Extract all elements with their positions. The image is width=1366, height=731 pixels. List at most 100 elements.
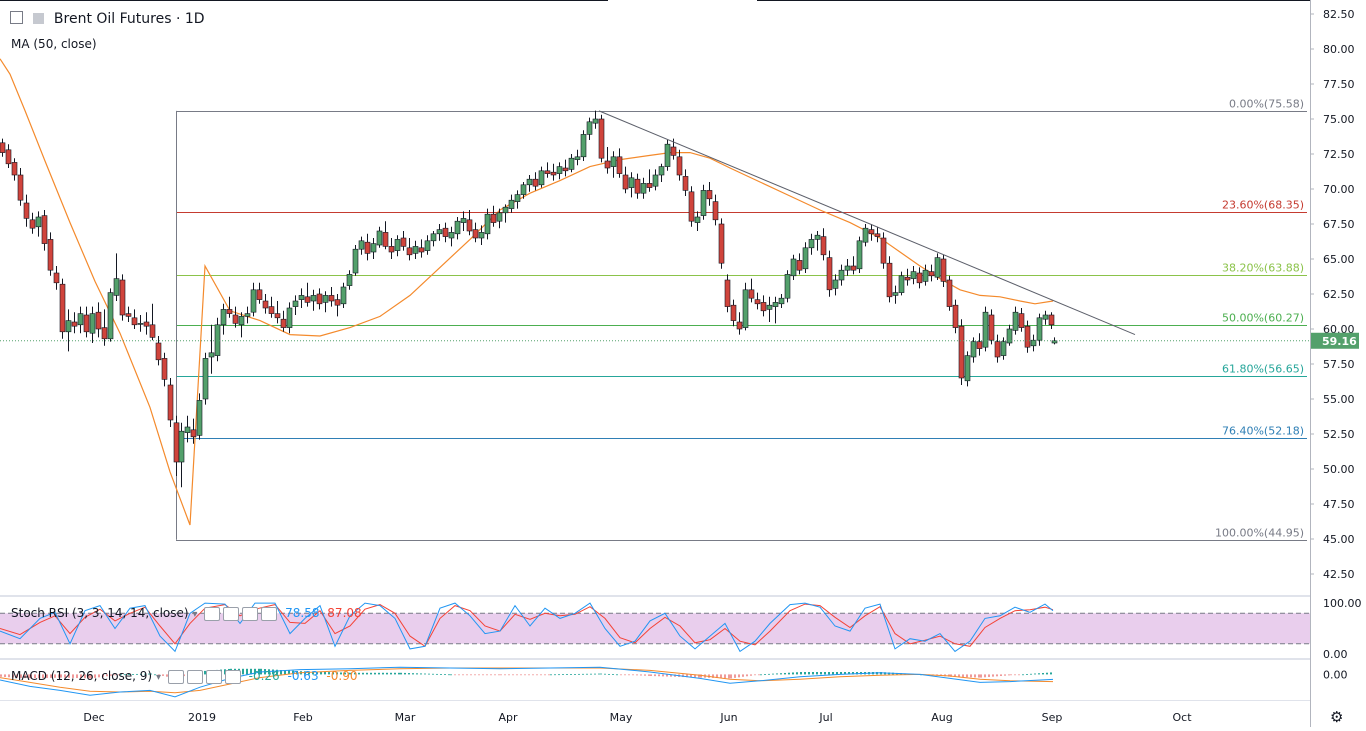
candle-body (640, 183, 647, 194)
trendline (598, 110, 1136, 336)
candle-body (137, 323, 144, 325)
candle-body (916, 272, 923, 284)
gear-icon[interactable]: ⚙ (1330, 708, 1344, 726)
macd-hist-bar (324, 671, 326, 675)
macd-hist-bar (594, 673, 596, 675)
candle-body (652, 174, 659, 187)
candle-body (856, 240, 863, 270)
symbol-name[interactable]: Brent Oil Futures (53, 11, 172, 27)
macd-hist-bar (662, 674, 664, 677)
candle-body (544, 170, 551, 174)
settings-icon[interactable] (223, 606, 240, 621)
macd-hist-bar (128, 674, 130, 675)
macd-hist-bar (258, 668, 260, 675)
macd-hist-bar (694, 674, 696, 678)
candle-body (35, 216, 42, 228)
macd-hist-bar (490, 674, 492, 676)
collapse-icon[interactable] (10, 11, 23, 24)
macd-hist-bar (308, 671, 310, 675)
macd-hist-bar (974, 674, 976, 678)
candle-body (1042, 314, 1049, 320)
candle-body (574, 156, 581, 160)
candle-body (760, 302, 767, 312)
ma-line (0, 58, 1054, 526)
stoch-y-tick-label: 0.00 (1323, 648, 1348, 661)
stoch-legend[interactable]: Stoch RSI (3, 3, 14, 14, close) ▾ 78.58 … (11, 606, 362, 621)
more-icon[interactable] (261, 606, 278, 621)
candle-body (1036, 317, 1043, 341)
candle-body (790, 258, 797, 277)
macd-hist-bar (654, 674, 656, 677)
candle-body (178, 430, 185, 463)
macd-hist-bar (700, 674, 702, 678)
candle-body (448, 232, 455, 239)
candle-body (334, 299, 341, 306)
macd-hist-bar (590, 673, 592, 675)
macd-hist-bar (848, 672, 850, 675)
candle-body (724, 279, 731, 307)
macd-legend[interactable]: MACD (12, 26, close, 9) ▾ -0.26 -0.63 -0… (11, 669, 357, 684)
macd-hist-bar (996, 674, 998, 677)
candle-body (143, 321, 150, 327)
macd-hist-bar (132, 674, 134, 675)
candle-body (772, 302, 779, 307)
macd-hist-bar (712, 674, 714, 678)
macd-hist-bar (852, 672, 854, 675)
macd-hist-bar (462, 674, 464, 676)
ma-legend[interactable]: MA (50, close) (11, 37, 97, 51)
candle-body (568, 157, 575, 170)
eye-icon[interactable] (167, 669, 184, 684)
candle-body (610, 156, 617, 167)
macd-hist-bar (772, 673, 774, 675)
macd-hist-bar (80, 674, 82, 679)
symbol-legend: Brent Oil Futures · 1D (10, 11, 205, 27)
macd-hist-bar (720, 674, 722, 679)
fib-level-label: 61.80%(56.65) (1222, 363, 1304, 376)
macd-signal-value: -0.90 (326, 669, 358, 683)
candle-body (149, 324, 156, 338)
macd-hist-bar (624, 674, 626, 676)
chevron-down-icon[interactable]: ▾ (155, 672, 161, 683)
macd-hist-bar (750, 674, 752, 676)
settings-icon[interactable] (186, 669, 203, 684)
macd-hist-bar (34, 674, 36, 679)
macd-hist-bar (110, 674, 112, 676)
close-icon[interactable] (242, 606, 259, 621)
x-tick-label: Dec (83, 711, 104, 724)
candle-body (1000, 341, 1007, 356)
candle-body (17, 174, 24, 201)
candle-body (190, 429, 197, 438)
candle-body (676, 156, 683, 176)
macd-hist-bar (444, 674, 446, 676)
candle-body (514, 194, 521, 202)
fib-level-label: 23.60%(68.35) (1222, 199, 1304, 212)
close-icon[interactable] (205, 669, 222, 684)
stoch-y-tick-label: 100.00 (1323, 597, 1362, 610)
candle-body (208, 352, 215, 358)
macd-hist-bar (836, 672, 838, 675)
eye-icon[interactable] (204, 606, 221, 621)
macd-hist-bar (612, 674, 614, 675)
macd-hist-bar (166, 674, 168, 677)
candle-body (628, 177, 635, 188)
chevron-down-icon[interactable]: ▾ (192, 609, 198, 620)
pane-separator (0, 658, 1310, 660)
macd-hist-bar (400, 672, 402, 675)
macd-hist-bar (148, 673, 150, 675)
macd-hist-bar (554, 674, 556, 676)
candle-body (598, 118, 605, 159)
more-icon[interactable] (224, 669, 241, 684)
macd-hist-bar (1004, 674, 1006, 676)
macd-hist-bar (416, 673, 418, 675)
candle-body (454, 220, 461, 235)
macd-hist-bar (28, 674, 30, 679)
candle-body (238, 316, 245, 326)
macd-hist-bar (632, 674, 634, 676)
flag-icon[interactable] (33, 13, 45, 24)
macd-hist-bar (450, 674, 452, 676)
fib-level-label: 76.40%(52.18) (1222, 425, 1304, 438)
interval-label[interactable]: 1D (184, 11, 205, 27)
macd-hist-bar (420, 673, 422, 675)
candle-body (1012, 311, 1019, 331)
